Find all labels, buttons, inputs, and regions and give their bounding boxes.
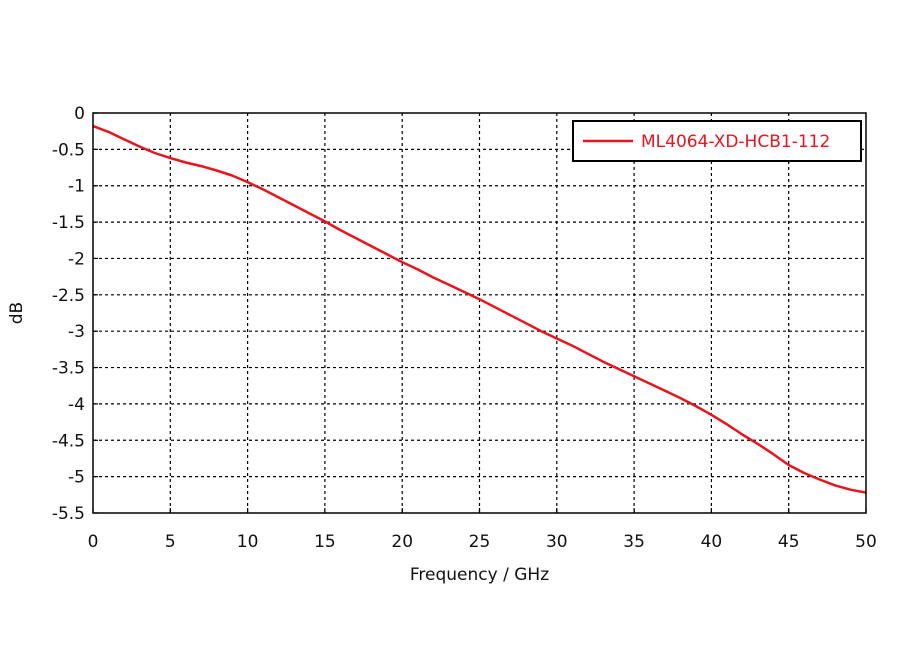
y-tick-label: -0.5 xyxy=(52,140,85,160)
y-tick-label: -1.5 xyxy=(52,213,85,233)
series-layer xyxy=(92,124,867,494)
y-tick-label: 0 xyxy=(74,104,85,124)
grid xyxy=(93,113,866,513)
series-line xyxy=(92,124,867,494)
x-tick-label: 15 xyxy=(314,532,336,552)
x-tick-label: 0 xyxy=(88,532,99,552)
y-tick-label: -2 xyxy=(68,249,85,269)
legend: ML4064-XD-HCB1-112 xyxy=(572,120,862,162)
x-tick-label: 10 xyxy=(237,532,259,552)
y-tick-label: -5 xyxy=(68,468,85,488)
y-tick-label: -3 xyxy=(68,322,85,342)
y-axis-ticks: 0 -0.5 -1 -1.5 -2 -2.5 -3 -3.5 -4 -4.5 -5 -5.5 xyxy=(52,104,98,524)
x-axis-ticks: 0 5 10 15 20 25 30 35 40 45 50 xyxy=(88,508,877,552)
x-tick-label: 50 xyxy=(855,532,877,552)
y-tick-label: -4.5 xyxy=(52,431,85,451)
y-tick-label: -4 xyxy=(68,395,85,415)
x-tick-label: 5 xyxy=(165,532,176,552)
y-tick-label: -3.5 xyxy=(52,359,85,379)
x-tick-label: 35 xyxy=(623,532,645,552)
y-tick-label: -1 xyxy=(68,177,85,197)
x-tick-label: 25 xyxy=(469,532,491,552)
legend-label: ML4064-XD-HCB1-112 xyxy=(641,132,830,152)
y-axis-title: dB xyxy=(7,302,27,324)
x-tick-label: 45 xyxy=(778,532,800,552)
x-tick-label: 40 xyxy=(701,532,723,552)
x-tick-label: 20 xyxy=(391,532,413,552)
x-axis-title: Frequency / GHz xyxy=(410,565,549,585)
x-tick-label: 30 xyxy=(546,532,568,552)
y-tick-label: -2.5 xyxy=(52,286,85,306)
y-tick-label: -5.5 xyxy=(52,504,85,524)
